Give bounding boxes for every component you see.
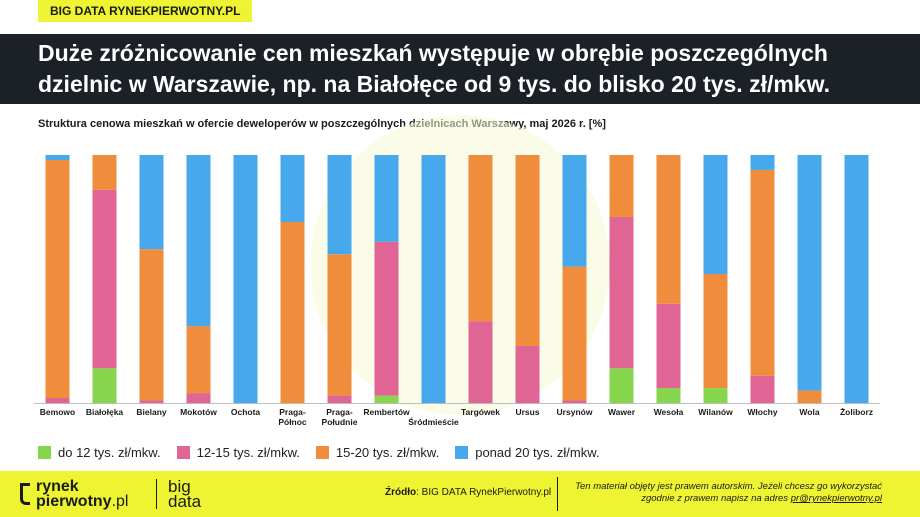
bar-segment-2-4: [186, 393, 211, 403]
bar-segment-4-18: [844, 155, 869, 403]
source-label: Źródło: [385, 487, 417, 498]
bar-segment-4-1: [45, 155, 70, 160]
bar-segment-3-7: [327, 254, 352, 396]
x-tick-label-17: Wola: [799, 407, 819, 417]
legend-item-4: ponad 20 tys. zł/mkw.: [455, 445, 600, 460]
bar-segment-1-13: [609, 368, 634, 403]
legend-swatch-4: [455, 446, 469, 459]
bar-segment-4-16: [750, 155, 775, 170]
rynekpierwotny-logo: rynek pierwotny.pl: [20, 478, 129, 510]
copyright-line-1: Ten materiał objęty jest prawem autorski…: [575, 481, 882, 492]
legend-item-3: 15-20 tys. zł/mkw.: [315, 445, 440, 460]
bar-segment-2-14: [656, 303, 681, 389]
copyright-line-2: zgodnie z prawem napisz na adres: [641, 493, 791, 504]
bar-segment-4-6: [280, 155, 305, 222]
bar-segment-3-15: [703, 274, 728, 389]
bar-segment-3-14: [656, 155, 681, 304]
source-note: Źródło: BIG DATA RynekPierwotny.pl: [385, 487, 551, 498]
source-text: : BIG DATA RynekPierwotny.pl: [416, 487, 552, 498]
legend-swatch-1: [38, 446, 51, 459]
footer: rynek pierwotny.pl big data Źródło: BIG …: [0, 471, 920, 517]
bar-segment-2-11: [515, 346, 540, 403]
legend-swatch-3: [315, 446, 329, 459]
logo-divider: [156, 479, 157, 509]
contact-email-link[interactable]: pr@rynekpierwotny.pl: [790, 493, 882, 504]
x-tick-label-7: Praga-Południe: [322, 407, 358, 427]
brand-badge: BIG DATA RYNEKPIERWOTNY.PL: [38, 0, 253, 22]
logo-mark-icon: [20, 483, 30, 505]
logo-domain: .pl: [111, 493, 129, 510]
headline-line-2: dzielnic w Warszawie, np. na Białołęce o…: [38, 71, 831, 97]
x-tick-label-2: Białołęka: [86, 407, 124, 417]
logo-line-1: rynek: [36, 478, 79, 495]
bar-segment-3-11: [515, 155, 540, 346]
big-data-line-2: data: [168, 492, 202, 511]
x-tick-label-15: Wilanów: [698, 407, 733, 417]
bar-segment-4-8: [374, 155, 399, 242]
legend-label-2: 12-15 tys. zł/mkw.: [196, 445, 300, 460]
bar-segment-4-12: [562, 155, 587, 267]
chart-legend: do 12 tys. zł/mkw. 12-15 tys. zł/mkw. 15-2…: [38, 445, 616, 460]
x-tick-label-16: Włochy: [747, 407, 777, 417]
legend-item-1: do 12 tys. zł/mkw.: [38, 445, 161, 460]
big-data-logo: big data: [168, 477, 202, 511]
footer-divider: [557, 477, 558, 511]
bar-segment-3-16: [750, 169, 775, 376]
bar-segment-2-7: [327, 395, 352, 403]
bar-segment-3-2: [92, 155, 117, 190]
headline-line-1: Duże zróżnicowanie cen mieszkań występuj…: [38, 40, 828, 66]
big-data-line-1: big: [168, 477, 191, 496]
bar-segment-2-3: [139, 400, 164, 403]
legend-label-4: ponad 20 tys. zł/mkw.: [475, 445, 600, 460]
x-tick-label-12: Ursynów: [557, 407, 593, 417]
x-tick-label-6: Praga-Północ: [278, 407, 307, 427]
bar-segment-2-8: [374, 241, 399, 396]
bar-segment-4-15: [703, 155, 728, 274]
bar-segment-1-8: [374, 395, 399, 403]
bar-segment-2-12: [562, 400, 587, 403]
bar-segment-2-10: [468, 321, 493, 403]
x-tick-label-3: Bielany: [136, 407, 167, 417]
x-tick-label-11: Ursus: [515, 407, 539, 417]
x-tick-label-13: Wawer: [608, 407, 636, 417]
bar-segment-4-7: [327, 155, 352, 255]
x-tick-label-18: Żoliborz: [840, 407, 873, 417]
legend-swatch-2: [176, 446, 190, 459]
x-tick-label-9: Śródmieście: [408, 416, 459, 427]
headline: Duże zróżnicowanie cen mieszkań występuj…: [0, 34, 920, 104]
x-tick-label-4: Mokotów: [180, 407, 217, 417]
bar-segment-4-9: [421, 155, 446, 403]
bar-segment-2-1: [45, 398, 70, 403]
legend-label-1: do 12 tys. zł/mkw.: [58, 445, 161, 460]
bar-segment-3-17: [797, 390, 822, 403]
stacked-bar-chart: Bemowo Białołęka Bielany Mokotów Ochota Praga…: [34, 115, 880, 427]
bar-segment-1-14: [656, 388, 681, 403]
bar-segment-1-15: [703, 388, 728, 403]
bar-segment-3-6: [280, 222, 305, 403]
legend-label-3: 15-20 tys. zł/mkw.: [335, 445, 440, 460]
legend-item-2: 12-15 tys. zł/mkw.: [176, 445, 300, 460]
bar-segment-2-2: [92, 189, 117, 369]
bar-segment-2-16: [750, 375, 775, 403]
bar-segment-4-5: [233, 155, 258, 403]
logo-line-2: pierwotny: [36, 493, 112, 510]
x-tick-label-14: Wesoła: [654, 407, 684, 417]
x-tick-label-1: Bemowo: [40, 407, 75, 417]
bar-segment-1-2: [92, 368, 117, 403]
bar-segment-4-3: [139, 155, 164, 250]
bar-segment-3-1: [45, 160, 70, 399]
bar-segment-3-12: [562, 266, 587, 401]
bar-segment-2-13: [609, 217, 634, 369]
x-tick-label-5: Ochota: [231, 407, 261, 417]
bar-segment-4-4: [186, 155, 211, 327]
copyright-note: Ten materiał objęty jest prawem autorski…: [562, 481, 882, 505]
bar-segment-3-10: [468, 155, 493, 322]
x-tick-label-8: Rembertów: [363, 407, 410, 417]
bar-segment-3-4: [186, 326, 211, 394]
bar-segment-3-3: [139, 249, 164, 401]
x-tick-label-10: Targówek: [461, 407, 500, 417]
bar-segment-3-13: [609, 155, 634, 217]
bar-segment-4-17: [797, 155, 822, 391]
